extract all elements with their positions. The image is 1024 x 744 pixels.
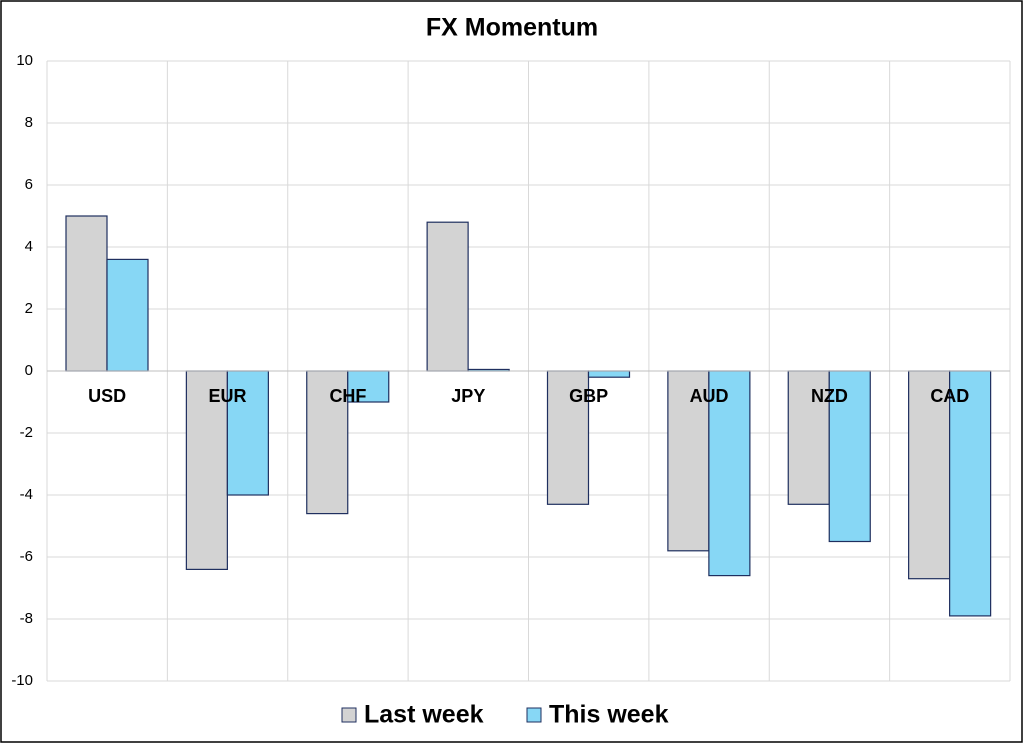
x-tick-label: EUR — [209, 386, 247, 406]
y-tick-label: -4 — [20, 486, 33, 503]
y-tick-label: 4 — [25, 238, 33, 255]
y-tick-label: -10 — [11, 672, 33, 689]
bar — [708, 370, 751, 577]
bar — [226, 370, 269, 496]
x-tick-label: GBP — [569, 386, 608, 406]
legend-swatch — [341, 707, 357, 723]
y-tick-label: 2 — [25, 300, 33, 317]
y-tick-label: 10 — [16, 52, 33, 69]
y-tick-label: -8 — [20, 610, 33, 627]
x-tick-label: NZD — [811, 386, 848, 406]
bar — [106, 258, 149, 372]
chart-title: FX Momentum — [426, 14, 598, 42]
bar — [185, 370, 228, 570]
legend-swatch — [526, 707, 542, 723]
bar — [347, 370, 390, 403]
y-tick-label: 8 — [25, 114, 33, 131]
bar — [828, 370, 871, 543]
x-tick-label: AUD — [690, 386, 729, 406]
bar — [587, 370, 631, 378]
y-tick-label: -6 — [20, 548, 33, 565]
y-tick-label: 6 — [25, 176, 33, 193]
y-tick-label: -2 — [20, 424, 33, 441]
x-tick-label: USD — [88, 386, 126, 406]
x-tick-label: JPY — [451, 386, 485, 406]
y-tick-label: 0 — [25, 362, 33, 379]
bar — [306, 370, 349, 515]
legend-label: Last week — [364, 701, 484, 729]
legend-label: This week — [549, 701, 669, 729]
bar — [546, 370, 590, 505]
bar — [949, 370, 992, 617]
x-tick-label: CHF — [329, 386, 366, 406]
bar — [426, 221, 469, 372]
x-tick-label: CAD — [930, 386, 969, 406]
bar — [65, 215, 108, 372]
bar — [787, 370, 830, 505]
